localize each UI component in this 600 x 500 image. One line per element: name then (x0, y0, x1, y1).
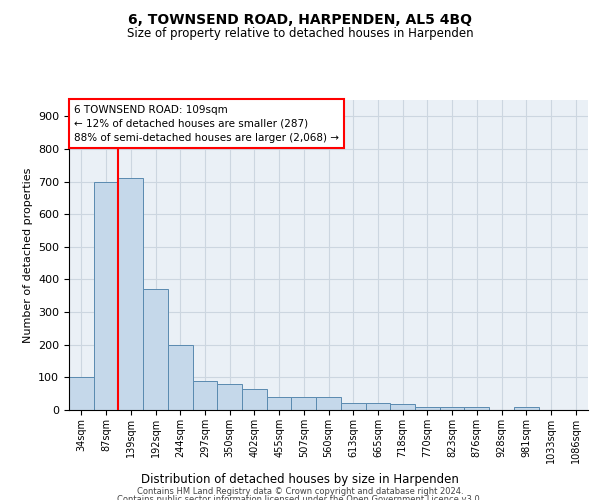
Bar (267, 397, 292, 410)
Bar (168, 344, 193, 410)
Bar (292, 397, 316, 410)
Bar (341, 404, 365, 410)
Bar (118, 178, 143, 410)
Text: 6 TOWNSEND ROAD: 109sqm
← 12% of detached houses are smaller (287)
88% of semi-d: 6 TOWNSEND ROAD: 109sqm ← 12% of detache… (74, 104, 339, 142)
Text: 6, TOWNSEND ROAD, HARPENDEN, AL5 4BQ: 6, TOWNSEND ROAD, HARPENDEN, AL5 4BQ (128, 12, 472, 26)
Text: Contains public sector information licensed under the Open Government Licence v3: Contains public sector information licen… (118, 495, 482, 500)
Bar (440, 408, 464, 410)
Bar (94, 182, 118, 410)
Bar (217, 384, 242, 410)
Text: Contains HM Land Registry data © Crown copyright and database right 2024.: Contains HM Land Registry data © Crown c… (137, 488, 463, 496)
Bar (143, 290, 168, 410)
Text: Size of property relative to detached houses in Harpenden: Size of property relative to detached ho… (127, 28, 473, 40)
Bar (316, 397, 341, 410)
Bar (415, 406, 440, 410)
Text: Distribution of detached houses by size in Harpenden: Distribution of detached houses by size … (141, 472, 459, 486)
Bar (464, 408, 489, 410)
Bar (365, 404, 390, 410)
Bar (69, 378, 94, 410)
Y-axis label: Number of detached properties: Number of detached properties (23, 168, 32, 342)
Bar (514, 408, 539, 410)
Bar (242, 389, 267, 410)
Bar (193, 380, 217, 410)
Bar (390, 404, 415, 410)
